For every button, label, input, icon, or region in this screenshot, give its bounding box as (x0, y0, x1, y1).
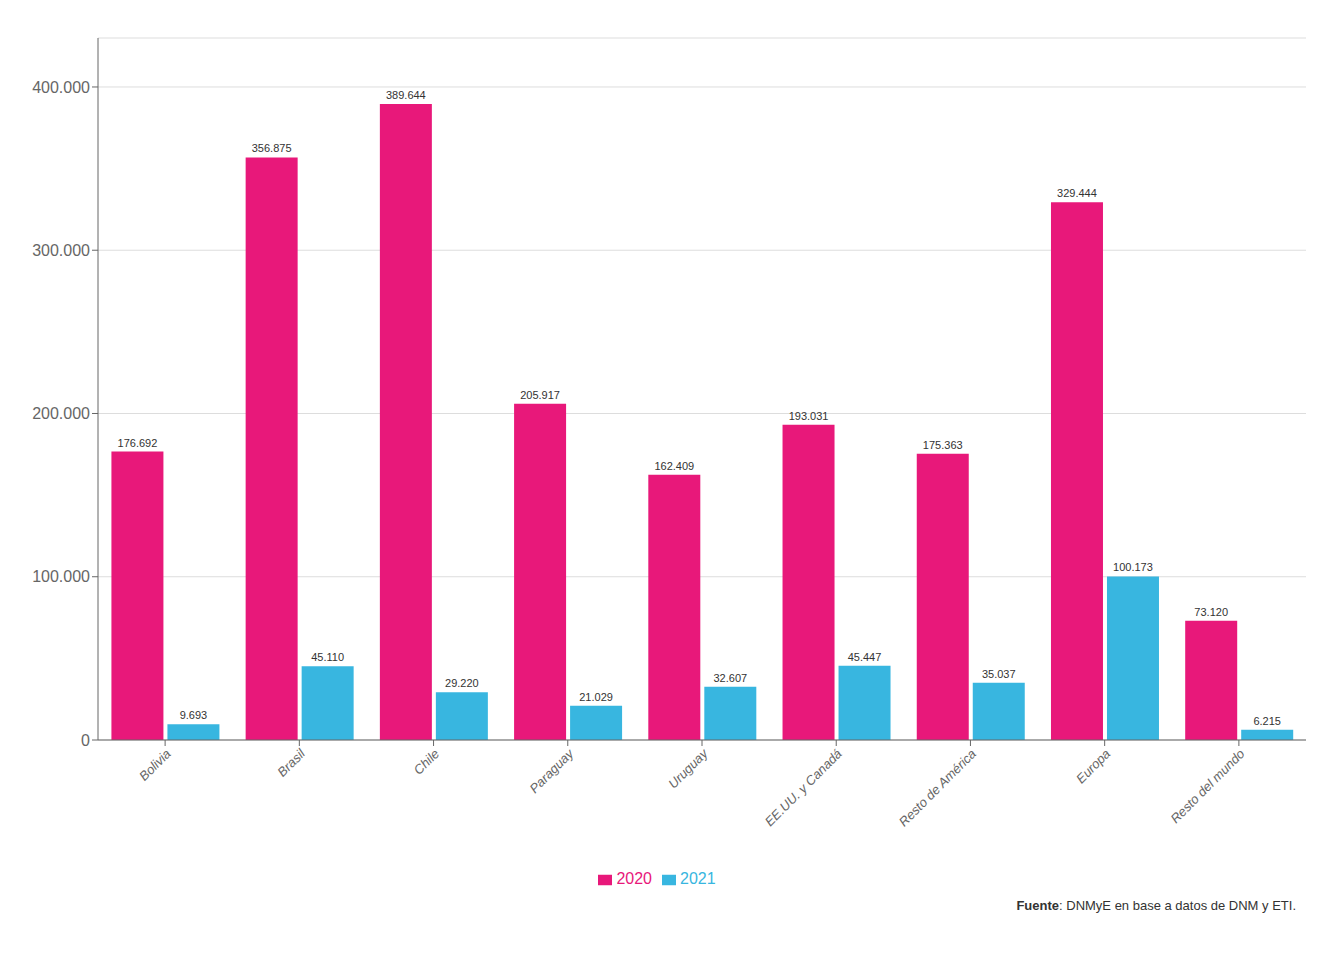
svg-text:200.000: 200.000 (32, 405, 90, 422)
svg-text:45.447: 45.447 (848, 651, 882, 663)
svg-text:Bolivia: Bolivia (136, 746, 174, 784)
svg-text:32.607: 32.607 (713, 672, 747, 684)
svg-text:Resto de América: Resto de América (896, 746, 979, 829)
svg-text:EE.UU. y Canadá: EE.UU. y Canadá (762, 746, 845, 829)
svg-text:9.693: 9.693 (180, 709, 208, 721)
svg-text:73.120: 73.120 (1194, 606, 1228, 618)
svg-text:Paraguay: Paraguay (526, 745, 577, 796)
svg-text:162.409: 162.409 (654, 460, 694, 472)
svg-text:329.444: 329.444 (1057, 187, 1097, 199)
svg-text:400.000: 400.000 (32, 79, 90, 96)
svg-text:Brasil: Brasil (274, 745, 308, 779)
svg-text:29.220: 29.220 (445, 677, 479, 689)
svg-text:205.917: 205.917 (520, 389, 560, 401)
svg-text:176.692: 176.692 (118, 437, 158, 449)
svg-text:21.029: 21.029 (579, 691, 613, 703)
svg-text:6.215: 6.215 (1253, 715, 1281, 727)
svg-text:193.031: 193.031 (789, 410, 829, 422)
svg-text:45.110: 45.110 (311, 651, 344, 663)
svg-text:Resto del mundo: Resto del mundo (1167, 746, 1247, 826)
svg-text:35.037: 35.037 (982, 668, 1016, 680)
svg-text:Europa: Europa (1073, 746, 1113, 786)
svg-text:100.173: 100.173 (1113, 561, 1153, 573)
html-text:2021: 2021 (680, 870, 716, 887)
svg-text:300.000: 300.000 (32, 242, 90, 259)
svg-text:0: 0 (81, 732, 90, 749)
html-text:Fuente: DNMyE en base a datos: Fuente: DNMyE en base a datos de DNM y E… (1016, 898, 1296, 913)
html-text:2020: 2020 (616, 870, 652, 887)
svg-text:Uruguay: Uruguay (665, 745, 711, 791)
svg-text:356.875: 356.875 (252, 142, 292, 154)
svg-text:Chile: Chile (411, 746, 443, 778)
svg-text:100.000: 100.000 (32, 568, 90, 585)
svg-text:389.644: 389.644 (386, 89, 426, 101)
svg-text:175.363: 175.363 (923, 439, 963, 451)
